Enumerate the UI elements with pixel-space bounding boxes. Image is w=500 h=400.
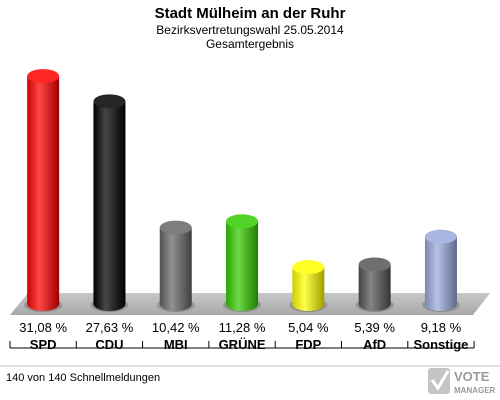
bar-top-grune: [226, 214, 259, 229]
value-label-afd: 5,39 %: [354, 320, 395, 335]
value-label-sonstige: 9,18 %: [421, 320, 462, 335]
logo-line-2: MANAGER: [454, 386, 496, 395]
category-label-cdu: CDU: [95, 337, 123, 352]
bar-top-fdp: [292, 260, 325, 275]
value-labels-group: 31,08 % 27,63 % 10,42 % 11,28 % 5,04 % 5,39 %…: [19, 320, 461, 335]
chart-subtitle: Bezirksvertretungswahl 25.05.2014: [156, 23, 344, 37]
value-label-fdp: 5,04 %: [288, 320, 329, 335]
bar-afd: [358, 264, 391, 311]
value-label-spd: 31,08 %: [19, 320, 67, 335]
chart-title: Stadt Mülheim an der Ruhr: [155, 5, 346, 22]
value-label-grune: 11,28 %: [219, 320, 266, 335]
bar-top-cdu: [93, 94, 126, 109]
logo-line-1: VOTE: [454, 369, 490, 384]
category-label-fdp: FDP: [295, 337, 321, 352]
category-label-spd: SPD: [30, 337, 57, 352]
bar-spd: [27, 76, 60, 311]
bar-grune: [226, 221, 259, 311]
bar-top-sonstige: [424, 229, 457, 244]
bar-sonstige: [424, 236, 457, 311]
ballot-check-icon: [428, 368, 450, 394]
bar-fdp: [292, 267, 325, 311]
category-label-grune: GRÜNE: [219, 337, 266, 352]
bar-mbi: [159, 227, 192, 311]
footer-text: 140 von 140 Schnellmeldungen: [6, 372, 160, 384]
value-label-cdu: 27,63 %: [86, 320, 134, 335]
bar-cdu: [93, 101, 126, 311]
category-label-mbi: MBI: [164, 337, 188, 352]
vote-manager-logo: VOTE MANAGER: [428, 368, 496, 395]
bar-top-mbi: [159, 220, 192, 235]
category-labels-group: SPD CDU MBI GRÜNE FDP AfD Sonstige: [30, 337, 469, 352]
category-label-afd: AfD: [363, 337, 386, 352]
value-label-mbi: 10,42 %: [152, 320, 200, 335]
category-ticks-group: [9, 341, 475, 348]
chart-subtitle-2: Gesamtergebnis: [206, 37, 294, 51]
category-label-sonstige: Sonstige: [413, 337, 468, 352]
bars-group: [24, 69, 460, 312]
bar-top-spd: [27, 69, 60, 84]
bar-top-afd: [358, 257, 391, 272]
